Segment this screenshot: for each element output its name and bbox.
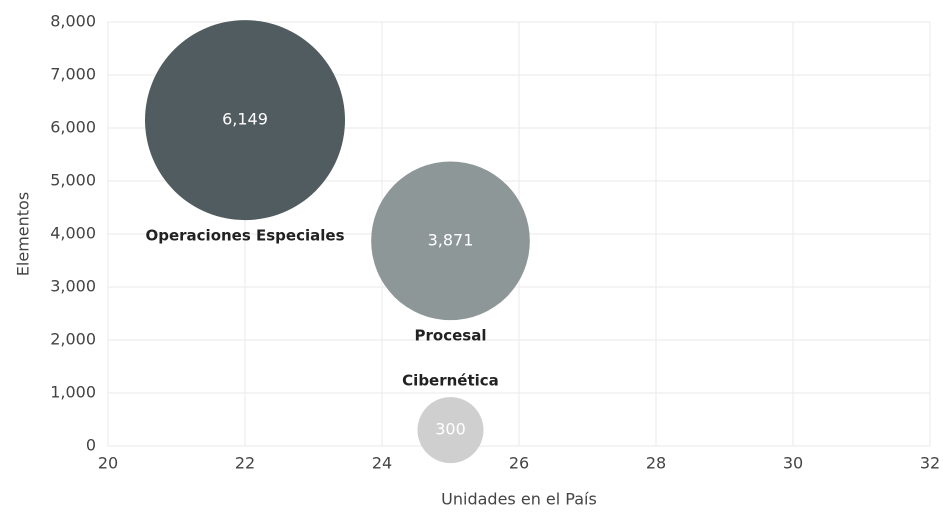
y-tick-label: 5,000 (50, 171, 96, 190)
y-tick-label: 1,000 (50, 383, 96, 402)
category-label: Operaciones Especiales (145, 227, 344, 245)
bubble (417, 397, 484, 464)
x-tick-label: 20 (98, 454, 118, 473)
data-label: 300 (435, 420, 466, 439)
x-tick-label: 26 (509, 454, 529, 473)
x-tick-label: 24 (372, 454, 392, 473)
y-tick-label: 6,000 (50, 118, 96, 137)
x-tick-label: 28 (646, 454, 666, 473)
category-label: Procesal (415, 327, 487, 345)
y-tick-label: 2,000 (50, 330, 96, 349)
x-axis-title: Unidades en el País (441, 490, 597, 509)
category-label: Cibernética (402, 372, 499, 390)
x-tick-label: 22 (235, 454, 255, 473)
y-tick-label: 3,000 (50, 277, 96, 296)
y-axis-title: Elementos (14, 192, 33, 276)
x-tick-label: 32 (920, 454, 940, 473)
bubble (145, 20, 345, 221)
y-tick-label: 4,000 (50, 224, 96, 243)
data-label: 6,149 (222, 110, 268, 129)
data-label: 3,871 (428, 230, 474, 249)
bubble (371, 161, 530, 321)
y-tick-label: 8,000 (50, 12, 96, 31)
y-tick-label: 0 (86, 436, 96, 455)
y-tick-label: 7,000 (50, 65, 96, 84)
x-tick-label: 30 (783, 454, 803, 473)
